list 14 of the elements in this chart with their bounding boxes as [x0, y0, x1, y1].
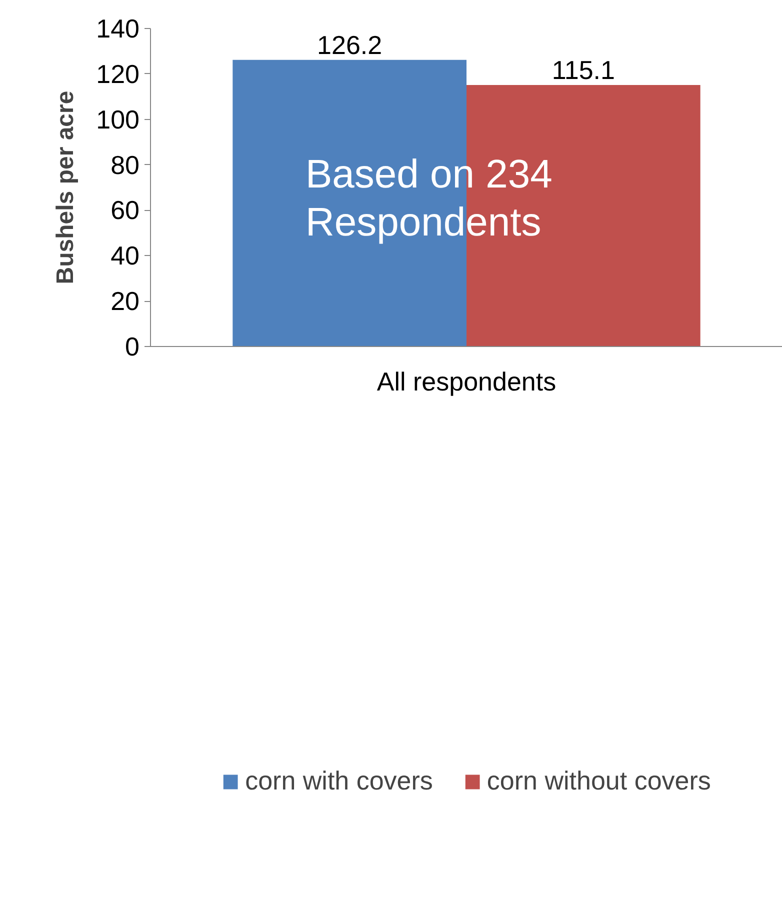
y-tick-label: 140 — [96, 14, 140, 44]
data-label: 126.2 — [317, 30, 382, 60]
data-label: 115.1 — [552, 55, 615, 86]
x-tick-label: All respondents — [376, 366, 556, 396]
y-tick-label: 0 — [125, 332, 140, 362]
y-tick-label: 100 — [96, 104, 140, 134]
y-tick-label: 80 — [110, 150, 140, 180]
legend-label: corn with covers — [245, 766, 433, 797]
y-tick-label: 60 — [110, 195, 140, 226]
y-tick-label: 40 — [110, 240, 140, 271]
y-tick-label: 20 — [110, 286, 140, 316]
legend-label: corn without covers — [486, 766, 711, 797]
y-axis-title: Bushels per acre — [52, 90, 80, 284]
y-tick-label: 120 — [96, 58, 140, 89]
